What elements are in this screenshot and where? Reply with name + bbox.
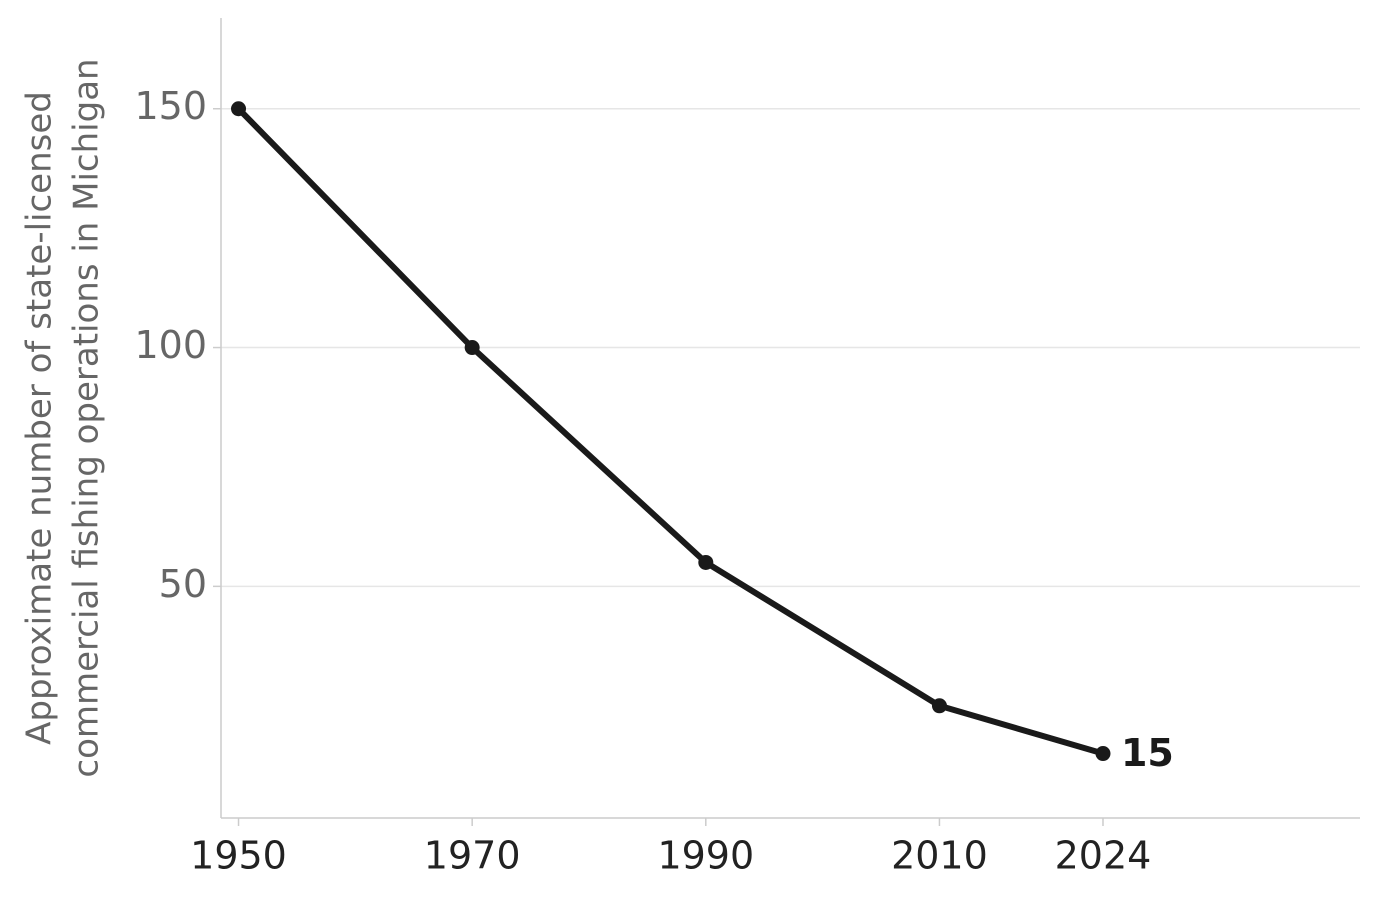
- point: [1095, 746, 1111, 762]
- point: [231, 101, 247, 117]
- y-tick-label: 100: [134, 323, 207, 367]
- y-axis-title: Approximate number of state-licensed com…: [20, 58, 107, 777]
- point: [464, 340, 480, 356]
- x-tick-label: 2010: [891, 834, 988, 878]
- y-axis-title-line: commercial fishing operations in Michiga…: [67, 58, 107, 777]
- y-tick-label: 150: [134, 84, 207, 128]
- data-label: 15: [1121, 731, 1174, 775]
- x-tick-label: 2024: [1055, 834, 1152, 878]
- line: [236, 106, 1104, 757]
- x-tick-label: 1970: [424, 834, 521, 878]
- x-tick-label: 1950: [190, 834, 287, 878]
- point: [931, 698, 947, 714]
- y-axis-title-line: Approximate number of state-licensed: [20, 91, 60, 745]
- y-tick-label: 50: [159, 562, 207, 606]
- point: [698, 554, 714, 570]
- x-tick-label: 1990: [657, 834, 754, 878]
